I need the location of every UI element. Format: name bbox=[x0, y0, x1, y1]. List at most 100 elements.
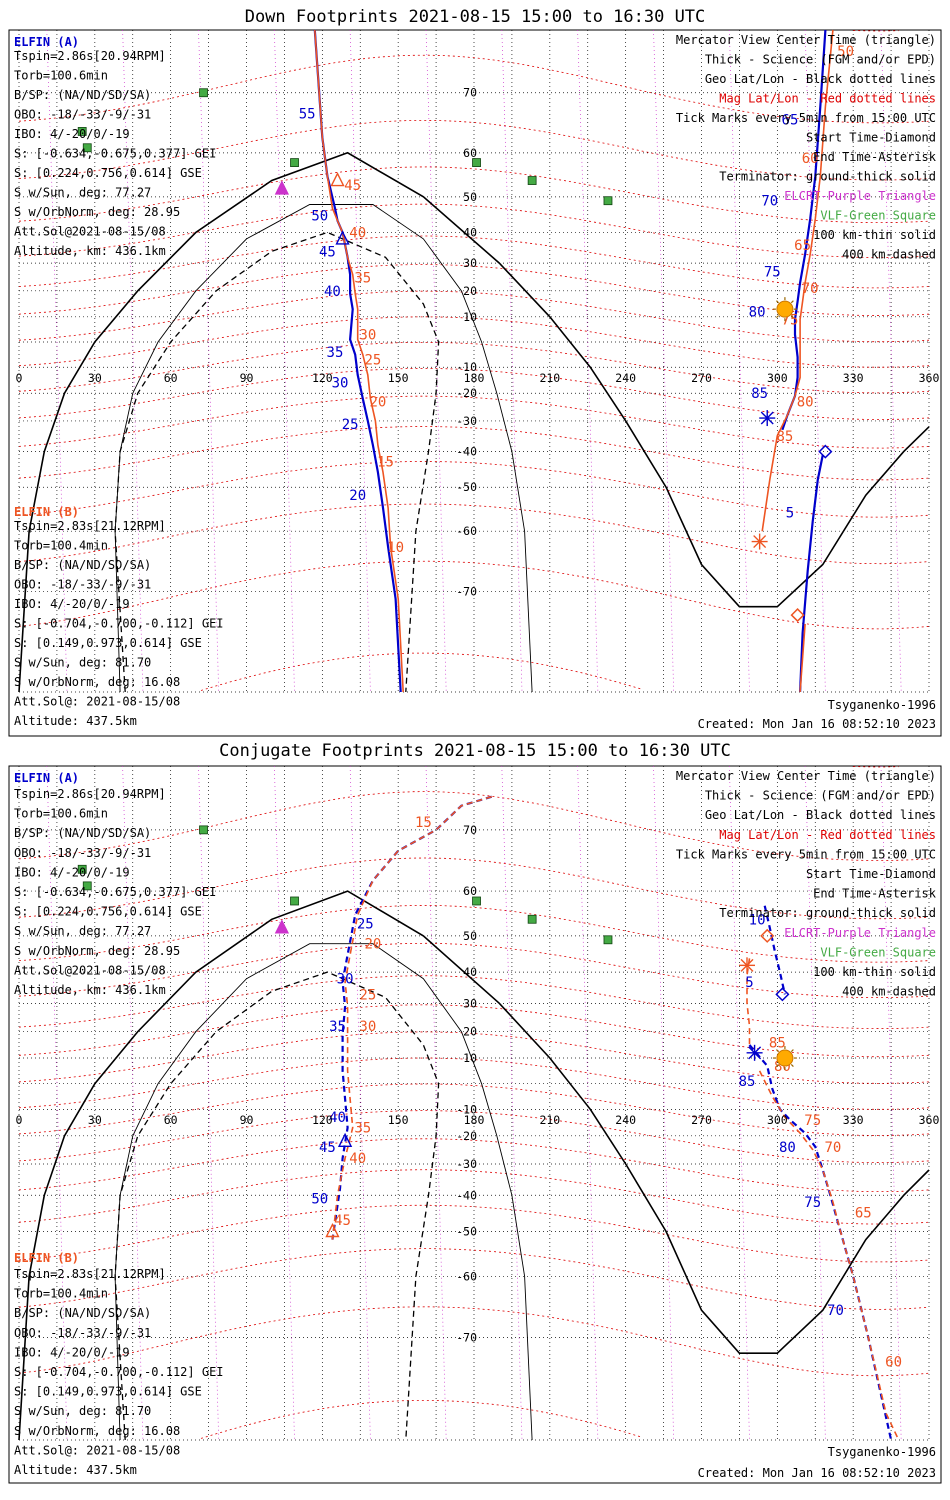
legend-entry: VLF-Green Square bbox=[820, 945, 936, 959]
elfin-a-info-line: Tspin=2.86s[20.94RPM] bbox=[14, 49, 166, 63]
mag-meridian bbox=[501, 29, 523, 693]
panel2-frame bbox=[8, 765, 942, 1484]
sun-ray bbox=[790, 1063, 794, 1067]
end-time-asterisk bbox=[739, 957, 755, 974]
track-time-label: 35 bbox=[329, 1019, 346, 1035]
vlf-station-square bbox=[527, 176, 537, 185]
x-tick-label: 150 bbox=[388, 1113, 409, 1127]
vlf-station-square bbox=[472, 158, 481, 167]
track-time-label: 55 bbox=[299, 106, 316, 122]
y-tick-label: 50 bbox=[463, 929, 477, 943]
y-tick-label: 10 bbox=[463, 310, 477, 324]
asterisk-stroke bbox=[740, 958, 754, 972]
y-tick-label: -30 bbox=[456, 414, 477, 428]
elfin-b-info-line: S: [-0.704,-0.700,-0.112] GEI bbox=[14, 1365, 224, 1379]
track-time-label: 50 bbox=[311, 208, 328, 224]
x-tick-label: 30 bbox=[88, 371, 102, 385]
mag-meridian bbox=[577, 29, 599, 693]
vlf-station-square bbox=[199, 88, 208, 98]
y-tick-label: -50 bbox=[456, 1225, 477, 1239]
panel1-grid bbox=[18, 29, 930, 693]
mag-latitude-line bbox=[18, 203, 930, 258]
elfin-a-info-line: OBO: -18/-33/-9/-31 bbox=[14, 846, 151, 860]
panel1-elfin-b-info: Tspin=2.83s[21.12RPM] Torb=100.4min B/SP: … bbox=[14, 519, 224, 728]
track-time-label: 40 bbox=[349, 225, 366, 241]
legend-entry: ELCRT-Purple Triangle bbox=[784, 189, 936, 203]
mag-latitude-line bbox=[18, 1031, 930, 1084]
mag-latitude-line bbox=[18, 54, 930, 124]
mag-latitude-line bbox=[18, 975, 930, 1029]
elfin-a-info-line: S: [-0.634,-0.675,0.377] GEI bbox=[14, 885, 216, 899]
x-tick-label: 300 bbox=[767, 1113, 788, 1127]
elfin-a-info-line: S: [0.224,0.756,0.614] GSE bbox=[14, 905, 202, 919]
legend-entry: Terminator: ground-thick solid bbox=[719, 170, 936, 184]
start-time-diamond bbox=[760, 928, 775, 943]
elfin-b-info-line: Tspin=2.83s[21.12RPM] bbox=[14, 1267, 166, 1281]
track-time-label: 10 bbox=[387, 540, 404, 556]
y-tick-label: 40 bbox=[463, 965, 477, 979]
mag-latitude-line bbox=[18, 857, 930, 920]
y-tick-label: -20 bbox=[456, 1129, 477, 1143]
track-time-label: 35 bbox=[354, 1121, 371, 1137]
track-time-label: 15 bbox=[377, 455, 394, 471]
y-tick-label: -50 bbox=[456, 480, 477, 494]
track-time-label: 65 bbox=[782, 113, 799, 129]
asterisk-stroke bbox=[760, 411, 774, 425]
y-tick-label: 30 bbox=[463, 256, 477, 270]
sun-ray bbox=[790, 315, 794, 319]
track-time-label: 50 bbox=[311, 1192, 328, 1208]
terminator-100km-line bbox=[114, 943, 533, 1441]
panel1-elfin-b-name: ELFIN (B) bbox=[14, 505, 79, 519]
panel2-title: Conjugate Footprints 2021-08-15 15:00 to… bbox=[219, 741, 731, 761]
terminator-100km-line bbox=[114, 204, 533, 693]
vlf-station-square bbox=[603, 196, 613, 206]
track-time-label: 70 bbox=[802, 281, 819, 297]
elfin-a-info-line: S w/Sun, deg: 77.27 bbox=[14, 924, 151, 938]
mag-latitude-line bbox=[18, 1057, 930, 1110]
panel1-elfin-a-name: ELFIN (A) bbox=[14, 35, 79, 49]
elfin-b-info-line: S w/OrbNorm, deg: 16.08 bbox=[14, 675, 180, 689]
mag-latitude-line bbox=[18, 235, 930, 289]
x-tick-label: 270 bbox=[691, 1113, 712, 1127]
y-tick-label: -40 bbox=[456, 1188, 477, 1202]
track-time-label: 65 bbox=[794, 238, 811, 254]
mag-latitude-line bbox=[18, 1169, 930, 1225]
mag-latitude-line bbox=[18, 791, 930, 861]
elfin-a-track bbox=[748, 1044, 893, 1441]
x-tick-label: 330 bbox=[843, 371, 864, 385]
vlf-station-square bbox=[77, 864, 87, 874]
mag-meridian bbox=[728, 29, 750, 693]
view-center-triangle bbox=[325, 1222, 340, 1238]
track-time-label: 20 bbox=[364, 937, 381, 953]
elfin-b-info-line: B/SP: (NA/ND/SD/SA) bbox=[14, 558, 151, 572]
elfin-b-info-line: Torb=100.4min bbox=[14, 539, 108, 553]
track-time-label: 5 bbox=[786, 505, 794, 521]
legend-entry: Mercator View Center Time (triangle) bbox=[676, 769, 936, 783]
sun-ray bbox=[776, 1049, 779, 1053]
panel1-markers bbox=[274, 171, 833, 623]
end-time-asterisk bbox=[751, 533, 768, 550]
mag-latitude-line bbox=[18, 1083, 930, 1136]
elfin-a-track bbox=[763, 905, 786, 995]
elfin-a-info-line: S: [0.224,0.756,0.614] GSE bbox=[14, 166, 202, 180]
x-tick-label: 240 bbox=[615, 371, 636, 385]
x-tick-label: 180 bbox=[464, 1113, 485, 1127]
y-tick-label: -30 bbox=[456, 1157, 477, 1171]
mag-meridian bbox=[273, 29, 295, 693]
elfin-a-info-line: IBO: 4/-20/0/-19 bbox=[14, 127, 130, 141]
terminator-ground-line bbox=[18, 890, 930, 1441]
mag-latitude-line bbox=[200, 652, 641, 691]
view-center-triangle bbox=[330, 171, 345, 187]
vlf-station-square bbox=[77, 127, 87, 136]
legend-entry: Mag Lat/Lon - Red dotted lines bbox=[719, 828, 936, 842]
legend-entry: Tick Marks every 5min from 15:00 UTC bbox=[676, 111, 936, 125]
track-time-label: 80 bbox=[749, 305, 766, 321]
x-tick-label: 150 bbox=[388, 371, 409, 385]
vlf-station-square bbox=[82, 881, 92, 891]
mag-meridian bbox=[122, 29, 144, 693]
view-center-triangle bbox=[335, 230, 350, 245]
panel2-map: 2530354045501520253035404510585807570858… bbox=[8, 765, 942, 1484]
x-tick-label: 120 bbox=[312, 371, 333, 385]
sun-ray bbox=[790, 1049, 794, 1053]
